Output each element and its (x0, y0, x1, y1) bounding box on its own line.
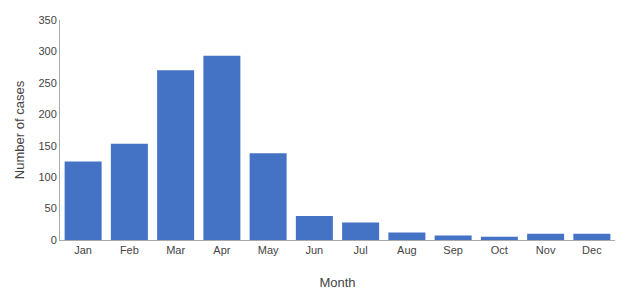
svg-text:100: 100 (38, 171, 56, 183)
svg-text:Feb: Feb (120, 244, 139, 256)
svg-text:Jan: Jan (74, 244, 92, 256)
svg-text:Apr: Apr (213, 244, 230, 256)
svg-text:350: 350 (38, 14, 56, 26)
svg-text:50: 50 (45, 202, 57, 214)
svg-text:Oct: Oct (491, 244, 508, 256)
svg-text:May: May (258, 244, 279, 256)
svg-text:Number of cases: Number of cases (12, 80, 27, 179)
svg-text:0: 0 (51, 234, 57, 246)
svg-text:300: 300 (38, 45, 56, 57)
svg-text:Aug: Aug (397, 244, 417, 256)
svg-text:Nov: Nov (536, 244, 556, 256)
svg-text:Dec: Dec (582, 244, 602, 256)
svg-text:Jun: Jun (306, 244, 324, 256)
svg-text:Jul: Jul (354, 244, 368, 256)
svg-text:150: 150 (38, 140, 56, 152)
svg-text:250: 250 (38, 77, 56, 89)
svg-text:Month: Month (319, 275, 355, 290)
svg-text:200: 200 (38, 108, 56, 120)
svg-text:Mar: Mar (166, 244, 185, 256)
svg-text:Sep: Sep (443, 244, 463, 256)
